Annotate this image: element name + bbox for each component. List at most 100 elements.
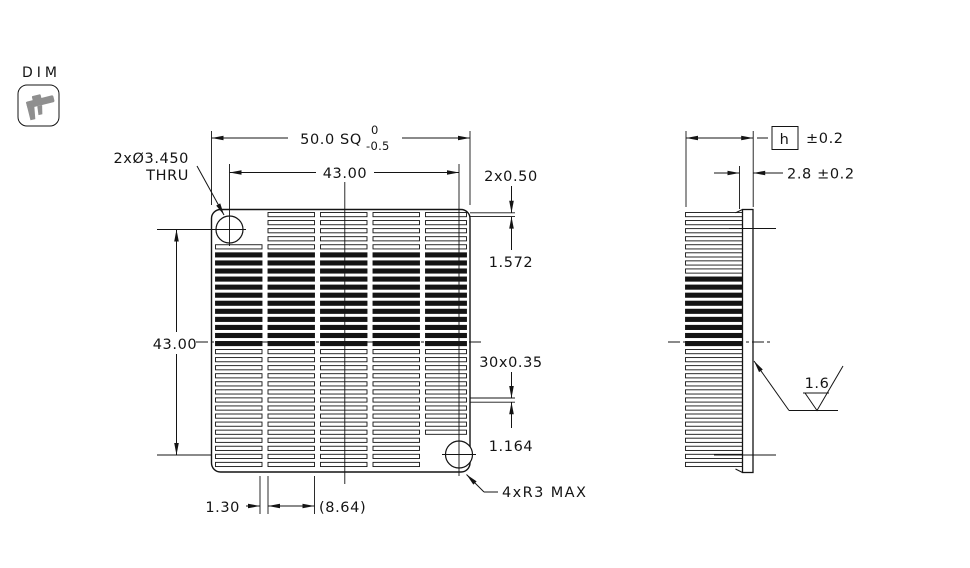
overall-size-tol-lower: -0.5 [366,139,390,153]
fin-slot [267,373,315,379]
fin-slot [267,437,315,443]
fin-slot [372,349,420,355]
fin-slot [215,373,263,379]
fin-count-width-text: 30x0.35 [479,355,543,371]
fin-slot [425,397,467,403]
fin-slot [215,260,263,266]
fin-profile [685,461,743,468]
end-fin-gap-text: 1.572 [489,255,534,271]
fin-profile [685,220,743,226]
slot-width-text: (8.64) [319,500,366,516]
corner-radius-callout: 4xR3 MAX [466,474,587,501]
fin-slot [425,316,467,322]
fin-slot [267,349,315,355]
fin-profile [685,437,743,443]
fin-slot [267,316,315,322]
fin-slot [267,252,315,258]
fin-slot [215,445,263,451]
fin-slot [372,389,420,395]
fin-slot [267,365,315,371]
fin-slot [267,413,315,419]
fin-profile [685,228,743,234]
fin-slot [267,260,315,266]
fin-profile [685,381,743,387]
fin-slot [320,461,368,468]
fin-profile [685,236,743,242]
dim-tool-badge: DIM [17,65,61,127]
fin-slot [320,421,368,427]
fin-slot [320,413,368,419]
fin-slot [267,332,315,339]
fin-profile [685,212,743,218]
fin-slot [425,300,467,306]
fin-slot [215,324,263,330]
end-fin-width-text: 2x0.50 [484,169,538,185]
roughness-leader [753,360,790,411]
fin-profile [685,413,743,419]
fin-slot [215,453,263,459]
fin-slot [425,413,467,419]
fin-slot [267,445,315,451]
fin-slot [372,429,420,435]
dim-tool-label: DIM [22,65,61,81]
fin-slot [425,349,467,355]
dim-end-fin: 2x0.50 1.572 [484,169,538,271]
fin-slot [425,308,467,314]
fin-slot [215,252,263,258]
fin-slot [267,308,315,314]
hole-spacing-h-text: 43.00 [323,166,368,182]
fin-slot [320,292,368,298]
dim-tool-box [17,84,60,127]
base-plate-profile [741,208,754,474]
fin-slot [425,324,467,330]
corner-radius-text: 4xR3 MAX [502,485,587,501]
fin-slot [425,228,467,234]
fin-slot [215,244,263,250]
fin-slot [320,228,368,234]
caliper-icon [25,94,55,121]
hole-callout-leader [196,165,225,216]
fin-profile [685,349,743,355]
dim-overall-size: 50.0 SQ 0 -0.5 [211,123,471,205]
fin-slot [215,421,263,427]
fin-slot [267,405,315,411]
fin-profile [685,405,743,411]
fin-slot [425,341,467,347]
fin-slot [215,381,263,387]
fin-slot [267,292,315,298]
fin-slot [425,276,467,282]
height-symbol-box [771,126,799,150]
fin-slot [215,397,263,403]
fin-profile [685,284,743,290]
fin-profile [685,252,743,258]
fin-slot [372,228,420,234]
fin-slot [267,389,315,395]
fin-slot [267,284,315,290]
fin-slot [215,357,263,363]
fin-profile [685,276,743,282]
fin-profile [685,373,743,379]
front-fin-slots [215,212,467,468]
surface-roughness-callout: 1.6 [753,360,844,412]
fin-slot [320,244,368,250]
fin-profile [685,316,743,322]
fin-slot [372,453,420,459]
fin-slot [320,365,368,371]
fin-slot [267,357,315,363]
fin-profile [685,244,743,250]
fin-slot [320,389,368,395]
hole-callout-line2: THRU [145,168,189,184]
fin-slot [372,445,420,451]
fin-slot [267,421,315,427]
fin-slot [320,453,368,459]
rib-width-text: 1.30 [205,500,240,516]
fin-slot [267,429,315,435]
fin-slot [425,252,467,258]
fin-slot [320,236,368,242]
fin-slot [425,381,467,387]
fin-slot [320,260,368,266]
roughness-value-text: 1.6 [805,376,830,392]
fin-slot [215,284,263,290]
fin-extension-tabs [470,212,515,403]
